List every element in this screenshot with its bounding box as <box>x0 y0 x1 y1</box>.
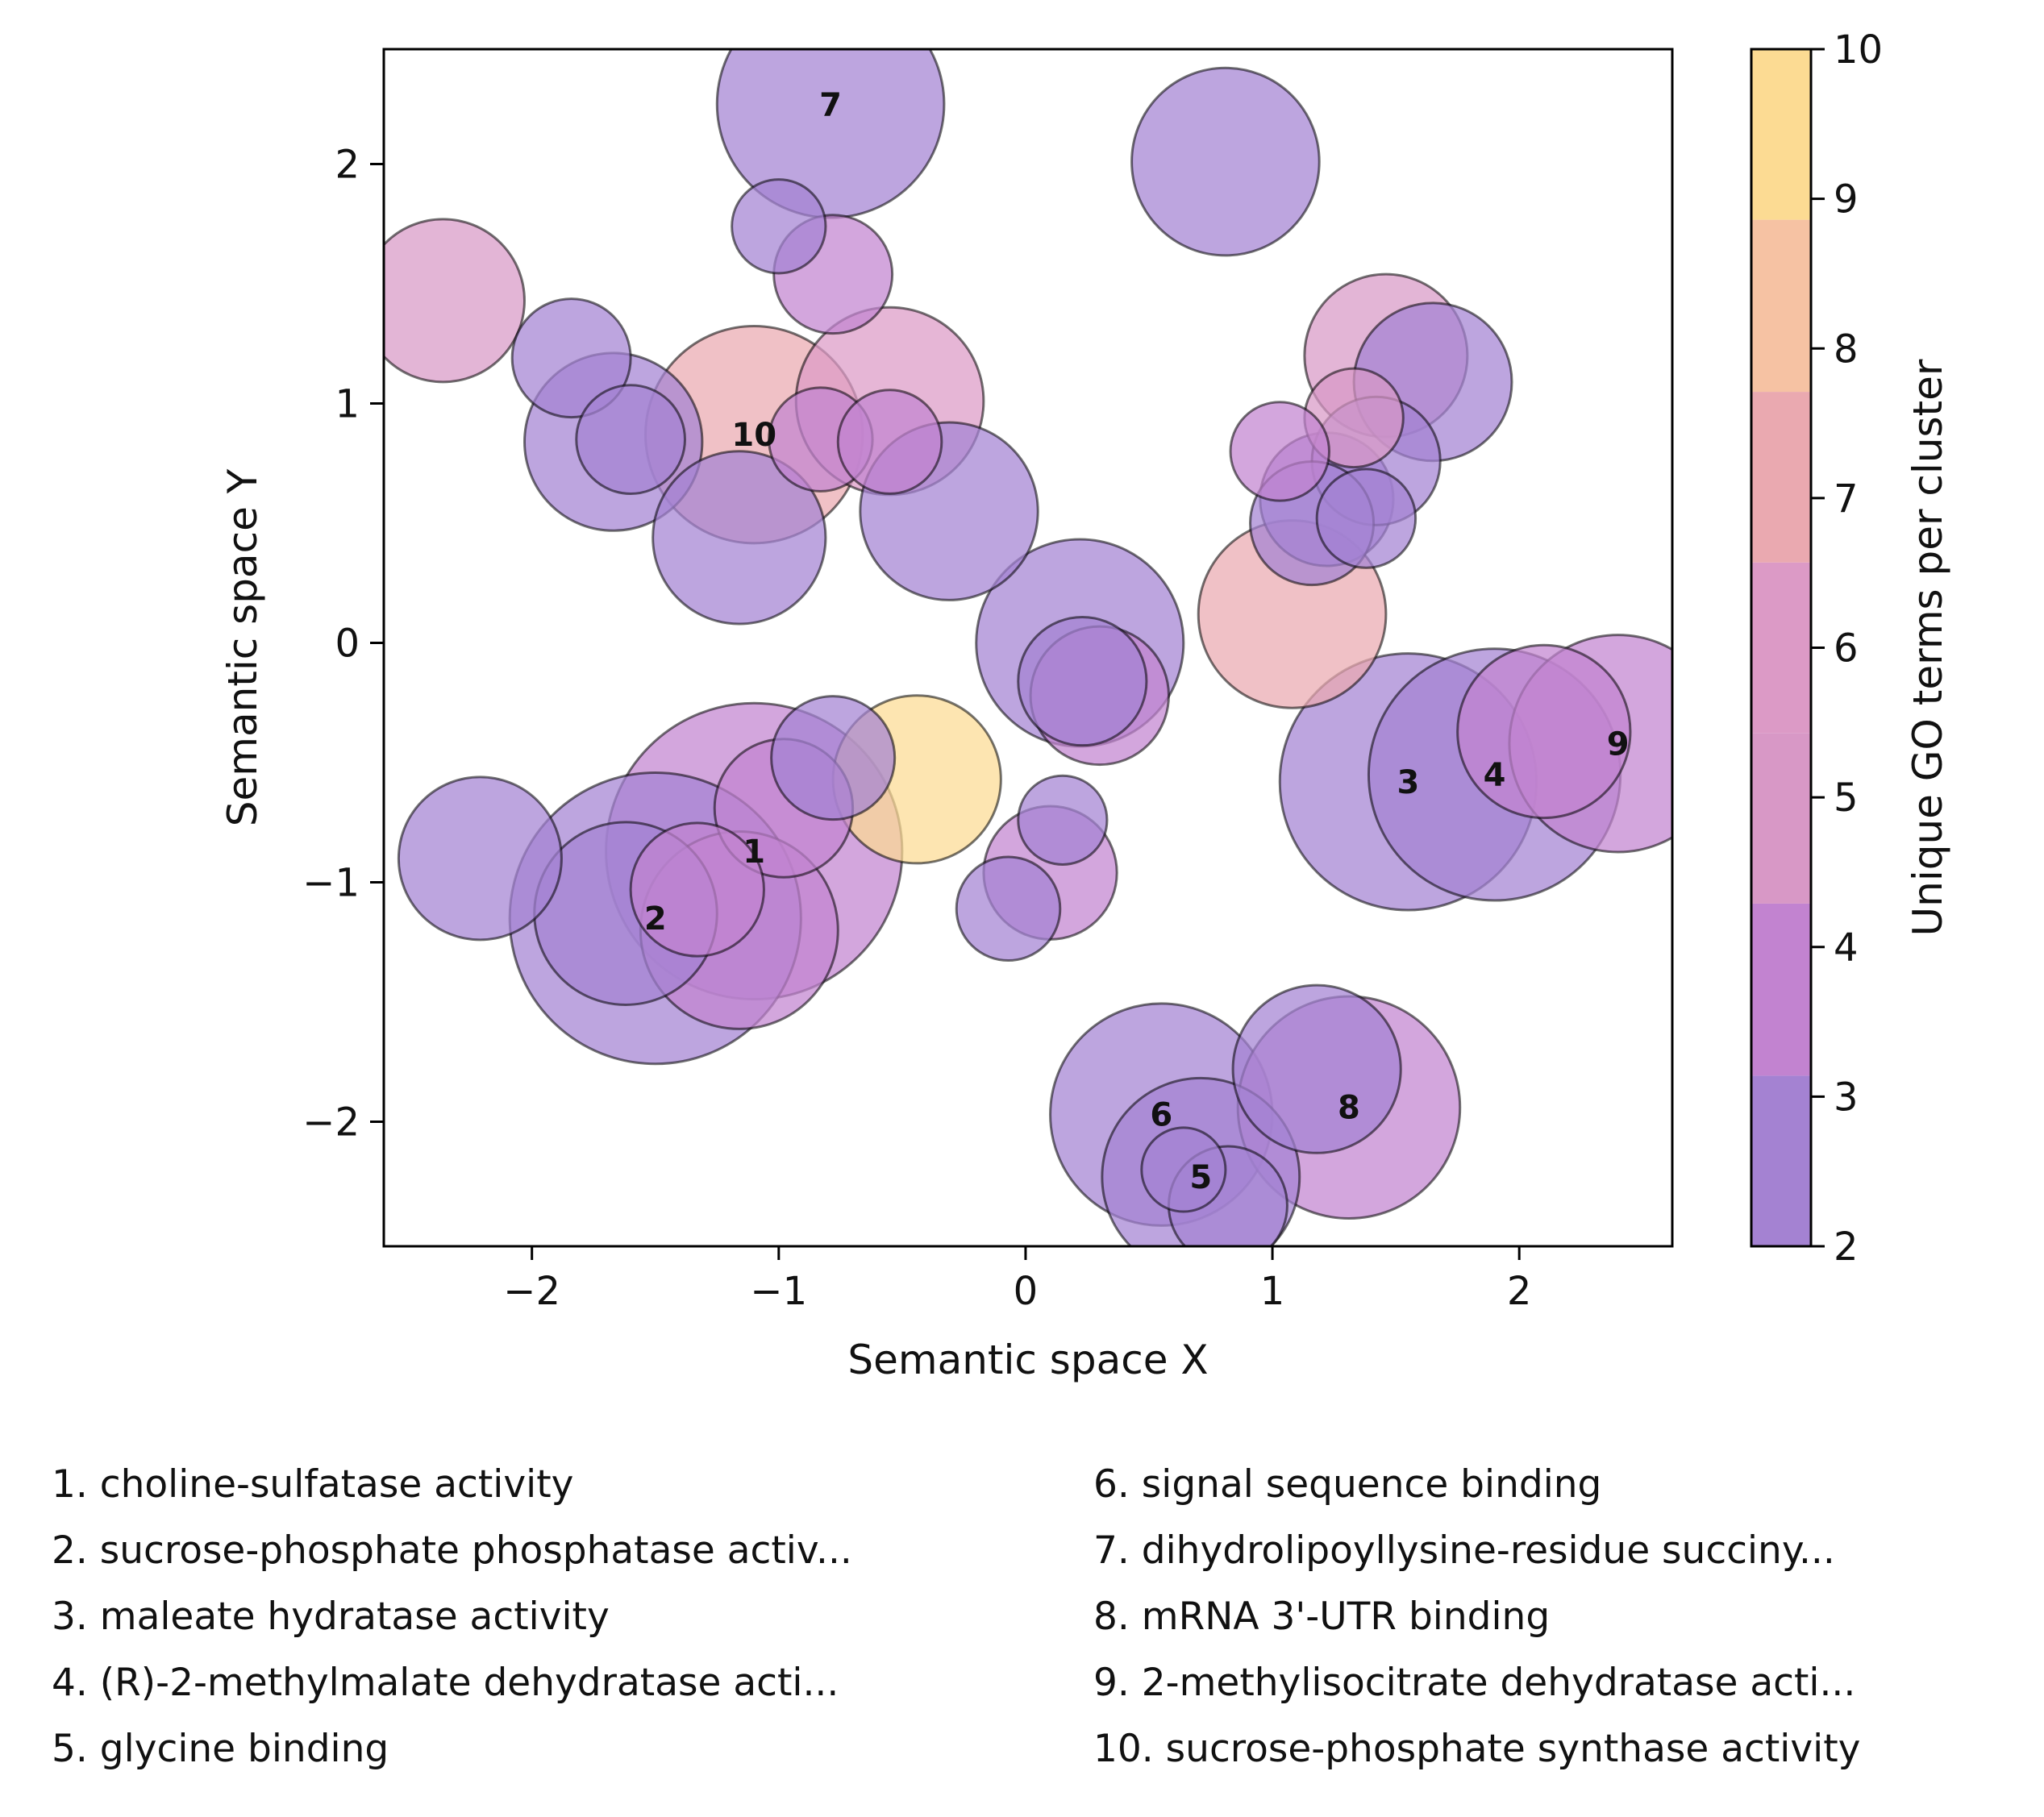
y-tick-label: −2 <box>302 1100 360 1146</box>
cluster-number-label: 1 <box>743 834 765 871</box>
legend-item: 1. choline-sulfatase activity <box>52 1462 574 1507</box>
colorbar-tick-label: 6 <box>1834 626 1859 672</box>
cluster-number-label: 8 <box>1338 1090 1360 1127</box>
bubble-point <box>1017 615 1148 747</box>
x-axis-label: Semantic space X <box>847 1337 1208 1383</box>
bubble-point <box>836 389 943 495</box>
colorbar-band <box>1751 733 1811 904</box>
legend-item: 6. signal sequence binding <box>1093 1462 1602 1507</box>
colorbar-tick-label: 5 <box>1834 775 1859 821</box>
bubble-point <box>1231 983 1402 1154</box>
cluster-number-label: 10 <box>731 417 776 454</box>
colorbar-tick-label: 2 <box>1834 1224 1859 1270</box>
cluster-number-label: 4 <box>1484 757 1506 794</box>
bubble-point <box>770 695 897 821</box>
cluster-number-label: 3 <box>1397 764 1420 801</box>
bubble-point <box>731 178 827 275</box>
x-tick-label: −2 <box>503 1269 560 1314</box>
colorbar-band <box>1751 49 1811 220</box>
legend-item: 10. sucrose-phosphate synthase activity <box>1093 1727 1861 1771</box>
bubble-point <box>1229 401 1330 502</box>
colorbar-tick-label: 8 <box>1834 326 1859 372</box>
bubble-point <box>955 855 1062 963</box>
legend-item: 5. glycine binding <box>52 1727 389 1771</box>
colorbar-band <box>1751 392 1811 563</box>
colorbar-band <box>1751 903 1811 1076</box>
bubble-point <box>397 775 563 942</box>
bubble-point <box>510 297 632 419</box>
legend-item: 2. sucrose-phosphate phosphatase activ..… <box>52 1528 852 1573</box>
colorbar-tick-label: 7 <box>1834 476 1859 522</box>
bubble-point <box>1456 643 1632 820</box>
plot-frame <box>382 48 1674 1248</box>
colorbar-label: Unique GO terms per cluster <box>1905 359 1951 936</box>
y-tick-label: 0 <box>335 622 360 667</box>
colorbar-tick-label: 4 <box>1834 925 1859 971</box>
y-tick-label: −1 <box>302 861 360 906</box>
y-tick-label: 2 <box>335 143 360 188</box>
colorbar-tick-label: 3 <box>1834 1075 1859 1120</box>
cluster-number-label: 6 <box>1150 1097 1172 1134</box>
bubble-point <box>1315 468 1417 569</box>
colorbar-tick-label: 9 <box>1834 177 1859 222</box>
bubble-point <box>1130 66 1321 257</box>
y-axis-label: Semantic space Y <box>219 468 266 826</box>
legend-item: 4. (R)-2-methylmalate dehydratase acti..… <box>52 1661 839 1705</box>
cluster-number-label: 2 <box>644 900 667 938</box>
legend-item: 3. maleate hydratase activity <box>52 1595 610 1639</box>
x-tick-label: −1 <box>750 1269 807 1314</box>
bubble-point <box>629 821 765 958</box>
bubble-point <box>575 384 686 495</box>
colorbar-band <box>1751 1075 1811 1246</box>
bubble-point <box>651 450 827 626</box>
y-tick-label: 1 <box>335 382 360 427</box>
bubble-point <box>1140 1126 1227 1213</box>
cluster-number-label: 7 <box>819 86 842 123</box>
bubble-point <box>384 218 526 384</box>
colorbar-band <box>1751 562 1811 734</box>
legend-item: 9. 2-methylisocitrate dehydratase acti..… <box>1093 1661 1856 1705</box>
legend-item: 8. mRNA 3'-UTR binding <box>1093 1595 1551 1639</box>
x-tick-label: 2 <box>1507 1269 1532 1314</box>
colorbar-tick-label: 10 <box>1834 27 1883 73</box>
cluster-number-label: 9 <box>1607 726 1630 763</box>
legend-item: 7. dihydrolipoyllysine-residue succiny..… <box>1093 1528 1835 1573</box>
bubble-point <box>1017 774 1109 866</box>
cluster-number-label: 5 <box>1189 1159 1212 1196</box>
x-tick-label: 0 <box>1014 1269 1039 1314</box>
x-tick-label: 1 <box>1260 1269 1285 1314</box>
colorbar-band <box>1751 219 1811 393</box>
